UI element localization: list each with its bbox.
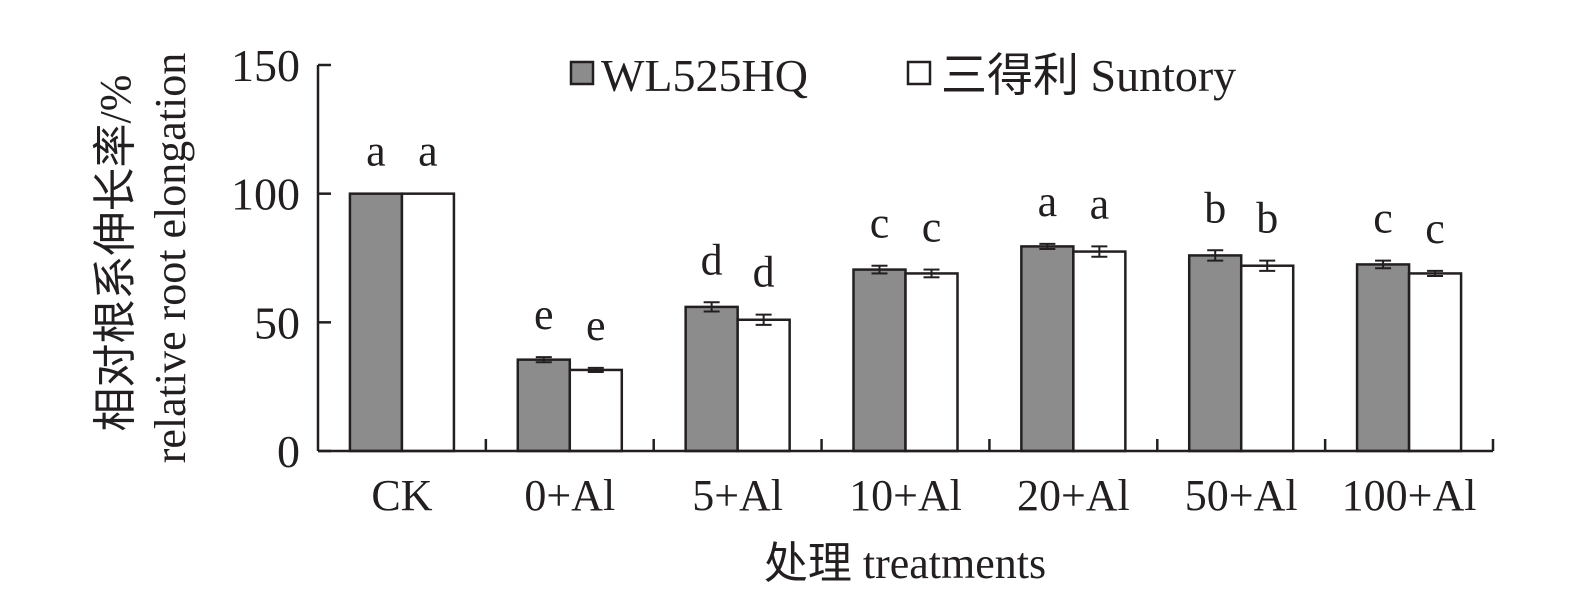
- bar-0-3: [852, 268, 907, 453]
- x-tick-label-0: CK: [371, 471, 432, 520]
- y-tick-label-3: 150: [231, 40, 300, 91]
- significance-letter-0-0: a: [366, 127, 386, 176]
- x-tick-label-3: 10+Al: [849, 471, 962, 520]
- bar-1-4: [1072, 250, 1127, 453]
- bar-1-6: [1407, 272, 1463, 453]
- bar-1-0: [400, 192, 456, 453]
- y-tick-label-0: 0: [277, 426, 300, 477]
- legend-label-1: 三得利 Suntory: [941, 50, 1236, 101]
- bar-0-2: [684, 305, 739, 453]
- y-axis-title-en: relative root elongation: [146, 53, 195, 464]
- significance-letter-1-6: c: [1425, 204, 1445, 253]
- significance-letters-layer: a ae ed dc ca a b b c c: [366, 127, 1445, 350]
- significance-letter-0-2: d: [701, 235, 723, 284]
- bar-0-0: [348, 192, 404, 453]
- x-tick-label-6: 100+Al: [1342, 471, 1477, 520]
- legend-swatch-0: [569, 60, 595, 86]
- significance-letter-0-3: c: [870, 199, 890, 248]
- bar-0-6: [1355, 263, 1411, 453]
- significance-letter-1-4: a: [1090, 179, 1110, 228]
- significance-letter-1-5: b: [1256, 194, 1278, 243]
- bars-layer: [348, 192, 1463, 453]
- significance-letter-1-1: e: [586, 301, 606, 350]
- significance-letter-0-6: c: [1373, 194, 1393, 243]
- axes-layer: [316, 65, 1495, 453]
- bar-0-4: [1020, 245, 1075, 453]
- significance-letter-1-3: c: [922, 203, 942, 252]
- bar-1-2: [736, 318, 791, 453]
- significance-letter-0-4: a: [1038, 177, 1058, 226]
- y-tick-label-1: 50: [254, 297, 300, 348]
- y-axis-title: 相对根系伸长率/% relative root elongation: [91, 53, 195, 464]
- bar-0-5: [1187, 254, 1243, 453]
- x-tick-label-1: 0+Al: [524, 471, 615, 520]
- significance-letter-0-5: b: [1204, 183, 1226, 232]
- significance-letter-1-0: a: [418, 127, 438, 176]
- significance-letter-0-1: e: [534, 290, 554, 339]
- bar-1-5: [1239, 264, 1295, 453]
- x-tick-label-2: 5+Al: [692, 471, 783, 520]
- legend-swatch-1: [906, 60, 932, 86]
- legend-label-0: WL525HQ: [601, 50, 808, 101]
- bar-0-1: [516, 358, 572, 453]
- y-tick-label-2: 100: [231, 169, 300, 220]
- x-tick-label-5: 50+Al: [1185, 471, 1298, 520]
- x-axis-title: 处理 treatments: [764, 539, 1046, 588]
- y-ticks-layer: 0 50 100 150: [231, 40, 331, 477]
- error-bars-layer: [535, 242, 1444, 373]
- bar-1-1: [568, 368, 624, 453]
- y-axis-title-zh: 相对根系伸长率/%: [91, 75, 140, 432]
- significance-letter-1-2: d: [753, 248, 775, 297]
- x-tick-label-4: 20+Al: [1017, 471, 1130, 520]
- bar-1-3: [904, 272, 959, 453]
- x-tick-labels-layer: CK 0+Al 5+Al 10+Al 20+Al 50+Al 100+Al: [371, 471, 1476, 520]
- legend: WL525HQ 三得利 Suntory: [569, 50, 1236, 101]
